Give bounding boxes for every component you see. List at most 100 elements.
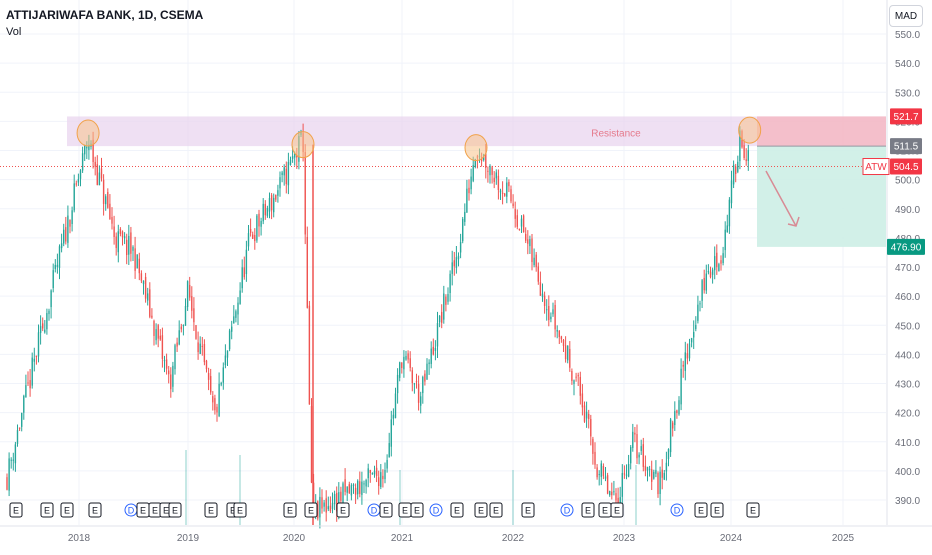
symbol-tag-border xyxy=(862,158,890,176)
earnings-marker xyxy=(168,502,182,518)
dividend-marker-label: D xyxy=(371,506,378,516)
candle-body xyxy=(396,374,399,394)
candle-body xyxy=(651,469,653,482)
candle-body xyxy=(575,376,577,378)
candle-body xyxy=(79,170,82,179)
candle-body xyxy=(132,246,134,251)
candle-body xyxy=(684,352,686,371)
candle-body xyxy=(285,168,287,185)
candle-body xyxy=(577,375,579,377)
candle-body xyxy=(241,267,243,289)
earnings-marker-label: E xyxy=(140,506,146,516)
candle-body xyxy=(501,192,504,194)
candle-body xyxy=(279,177,281,189)
candle-body xyxy=(493,177,495,182)
candle-body xyxy=(86,147,88,149)
candle-body xyxy=(401,362,403,369)
candle-body xyxy=(443,293,445,320)
candle-body xyxy=(688,343,691,359)
earnings-marker xyxy=(60,502,74,518)
candle-body xyxy=(638,454,640,458)
candle-body xyxy=(642,444,644,467)
candle-body xyxy=(527,239,529,244)
candle-body xyxy=(214,398,216,411)
earnings-marker xyxy=(283,502,297,518)
candle-body xyxy=(243,267,245,278)
candle-body xyxy=(296,155,298,158)
candle-body xyxy=(596,467,598,478)
candle-body xyxy=(701,280,703,301)
candle-body xyxy=(703,277,705,291)
candle-body xyxy=(428,362,430,365)
candle-body xyxy=(210,376,212,393)
candle-body xyxy=(321,497,323,509)
candle-body xyxy=(333,493,336,505)
arrow-head xyxy=(787,216,800,227)
candle-body xyxy=(344,479,346,492)
candle-body xyxy=(655,470,657,474)
candle-body xyxy=(541,293,544,298)
candle-body xyxy=(636,434,638,459)
candle-body xyxy=(745,159,747,162)
candle-body xyxy=(604,476,607,479)
candle-body xyxy=(512,203,514,206)
candle-body xyxy=(726,225,728,233)
candle-body xyxy=(184,306,187,326)
candle-body xyxy=(10,459,12,461)
earnings-marker xyxy=(450,502,464,518)
candle-body xyxy=(451,262,453,274)
candle-body xyxy=(233,316,235,324)
candle-body xyxy=(199,343,201,354)
candle-body xyxy=(514,209,516,219)
price-tick-label: 450.0 xyxy=(895,321,920,332)
candle-body xyxy=(6,477,8,490)
candle-body xyxy=(256,215,258,241)
candle-body xyxy=(732,164,735,185)
candle-body xyxy=(491,167,493,175)
candle-body xyxy=(714,256,716,271)
candle-body xyxy=(697,304,699,321)
candle-body xyxy=(216,406,218,413)
candle-body xyxy=(520,218,523,227)
price-tag-current-box xyxy=(890,158,922,175)
candle-body xyxy=(35,355,38,357)
candle-body xyxy=(657,473,659,495)
price-tick-label: 550.0 xyxy=(895,30,920,41)
candle-body xyxy=(678,400,680,415)
earnings-marker-label: E xyxy=(478,506,484,516)
candle-body xyxy=(594,451,596,465)
candle-body xyxy=(340,491,342,501)
candle-body xyxy=(378,477,380,487)
candle-body xyxy=(426,363,428,380)
candle-body xyxy=(136,254,138,269)
candle-body xyxy=(508,182,510,187)
candle-body xyxy=(201,345,203,347)
candle-body xyxy=(438,315,441,323)
peak-circles xyxy=(76,116,762,162)
candle-body xyxy=(144,276,147,299)
peak-circle xyxy=(738,116,762,144)
candle-body xyxy=(464,211,466,222)
candle-body xyxy=(625,474,628,476)
candle-body xyxy=(170,374,172,390)
candle-body xyxy=(63,229,65,244)
candle-body xyxy=(29,380,31,389)
candle-body xyxy=(537,266,539,282)
candle-body xyxy=(186,281,189,307)
candle-body xyxy=(203,344,206,363)
candle-body xyxy=(264,203,266,216)
candle-body xyxy=(23,395,25,413)
candle-body xyxy=(556,329,558,332)
candle-body xyxy=(109,203,111,220)
candle-body xyxy=(14,444,17,464)
earnings-marker-label: E xyxy=(402,506,408,516)
candle-body xyxy=(728,199,731,227)
candle-body xyxy=(711,269,714,275)
earnings-marker xyxy=(610,502,624,518)
currency-button[interactable]: MAD xyxy=(889,5,923,27)
candle-body xyxy=(306,236,308,308)
candle-body xyxy=(581,393,584,408)
candle-body xyxy=(661,469,663,478)
